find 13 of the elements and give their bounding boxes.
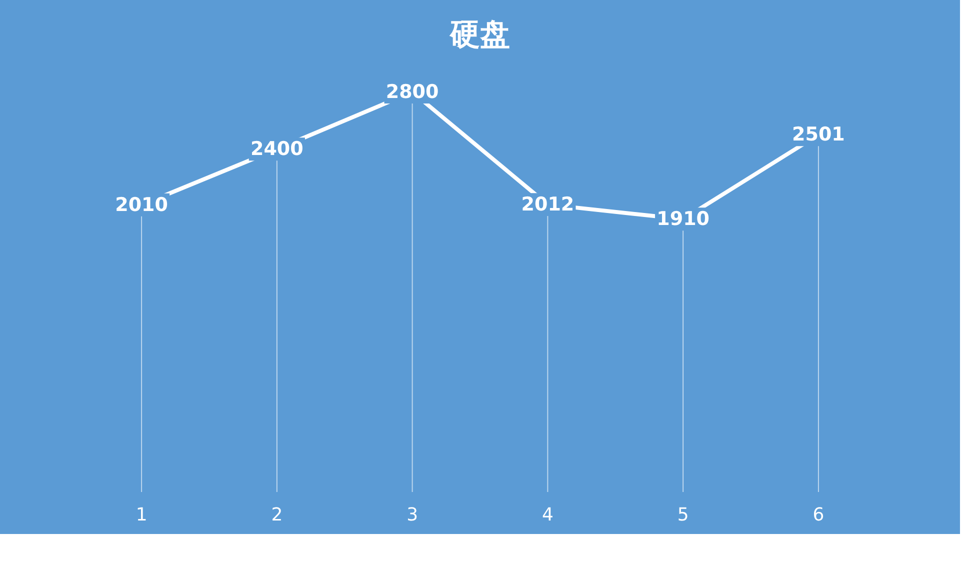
x-tick-label: 6 [812,504,824,526]
data-label: 2501 [792,124,845,146]
data-label: 2800 [386,81,439,103]
x-tick-label: 1 [136,504,148,526]
x-tick-label: 5 [677,504,689,526]
data-label: 2010 [115,194,168,216]
data-label: 2012 [521,194,574,216]
chart-title: 硬盘 [449,18,510,53]
data-label: 2400 [250,138,304,160]
x-tick-label: 2 [271,504,283,526]
data-label: 1910 [656,208,710,230]
x-tick-label: 3 [406,504,418,526]
x-tick-label: 4 [542,504,554,526]
